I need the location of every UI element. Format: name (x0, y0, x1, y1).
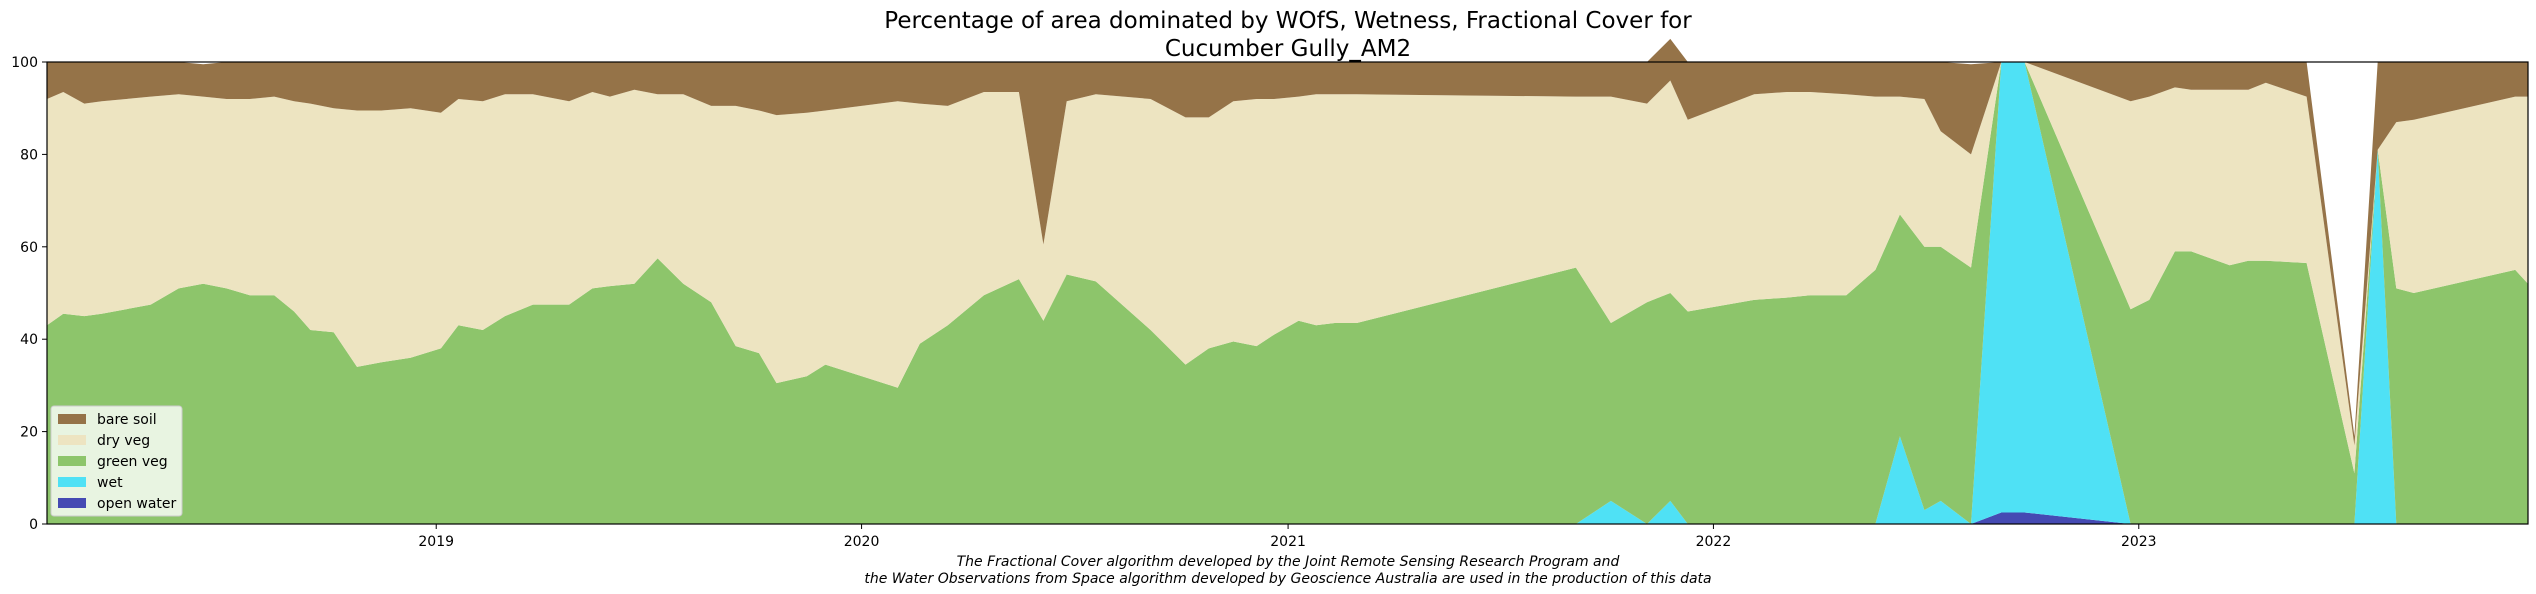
area-wet (47, 62, 2528, 524)
legend-label-wet: wet (97, 475, 123, 491)
x-axis: 2019 2020 2021 2022 2023 (418, 524, 2157, 550)
x-tick-label: 2019 (418, 534, 454, 550)
y-tick-label: 0 (29, 517, 38, 533)
x-tick-label: 2020 (844, 534, 880, 550)
legend-label-bare-soil: bare soil (97, 412, 157, 428)
footnote-line-1: The Fractional Cover algorithm developed… (957, 554, 1620, 570)
legend: bare soil dry veg green veg wet open water (50, 405, 183, 517)
y-tick-label: 20 (20, 425, 38, 441)
legend-swatch-green-veg (58, 456, 86, 466)
area-bare-soil (47, 38, 2528, 446)
plot-frame (46, 61, 2529, 525)
y-tick-label: 80 (20, 147, 38, 163)
stacked-areas (47, 38, 2528, 524)
legend-swatch-wet (58, 477, 86, 487)
legend-label-green-veg: green veg (97, 454, 168, 470)
chart-subtitle: Cucumber Gully_AM2 (1165, 36, 1411, 62)
y-tick-label: 60 (20, 240, 38, 256)
legend-box (50, 405, 183, 517)
area-open-water (47, 512, 2528, 524)
area-green-veg (47, 62, 2528, 524)
y-tick-label: 100 (11, 55, 38, 71)
legend-label-dry-veg: dry veg (97, 433, 150, 449)
y-axis: 0 20 40 60 80 100 (11, 55, 47, 533)
area-dry-veg (47, 62, 2528, 474)
y-tick-label: 40 (20, 332, 38, 348)
legend-swatch-dry-veg (58, 435, 86, 445)
x-tick-label: 2021 (1270, 534, 1306, 550)
legend-swatch-bare-soil (58, 414, 86, 424)
legend-label-open-water: open water (97, 496, 177, 512)
footnote-line-2: the Water Observations from Space algori… (864, 571, 1711, 587)
chart-title: Percentage of area dominated by WOfS, We… (884, 8, 1692, 34)
x-tick-label: 2023 (2121, 534, 2157, 550)
legend-swatch-open-water (58, 498, 86, 508)
x-tick-label: 2022 (1696, 534, 1732, 550)
